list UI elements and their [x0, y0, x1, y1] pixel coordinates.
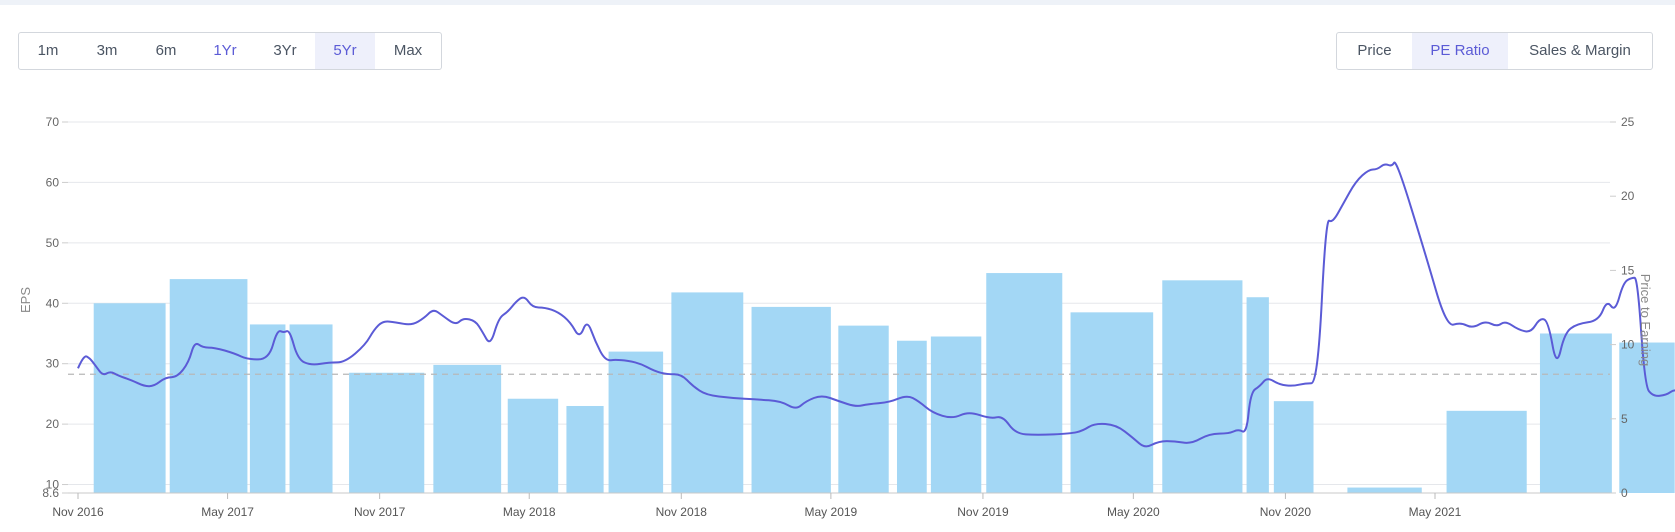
range-button-3yr[interactable]: 3Yr — [273, 42, 297, 59]
x-tick-label: May 2021 — [1409, 505, 1462, 519]
y-tick-label-right: 0 — [1621, 486, 1628, 500]
pe-ratio-line — [77, 161, 1675, 448]
eps-bar — [566, 405, 604, 493]
top-strip — [0, 0, 1675, 5]
x-tick-label: May 2019 — [805, 505, 858, 519]
y-tick-label-left: 40 — [46, 296, 60, 310]
chart-view-selector: Price PE Ratio Sales & Margin — [1336, 32, 1653, 70]
y-tick-label-right: 5 — [1621, 412, 1628, 426]
range-button-1yr[interactable]: 1Yr — [213, 42, 237, 59]
x-tick-label: Nov 2020 — [1260, 505, 1312, 519]
eps-bar — [93, 303, 166, 493]
eps-bar — [896, 340, 927, 493]
eps-bar — [507, 398, 559, 493]
eps-bar — [349, 372, 425, 493]
pe-line-layer — [77, 161, 1675, 448]
eps-bars — [93, 273, 1675, 493]
y-tick-label-left: 30 — [46, 357, 60, 371]
range-button-5yr[interactable]: 5Yr — [315, 33, 375, 69]
x-tick-label: Nov 2018 — [656, 505, 708, 519]
eps-bar — [433, 364, 502, 493]
range-button-max[interactable]: Max — [393, 42, 423, 59]
range-button-1m[interactable]: 1m — [37, 42, 59, 59]
y-tick-label-left: 20 — [46, 417, 60, 431]
view-button-price[interactable]: Price — [1357, 42, 1392, 59]
y-tick-label-left: 10 — [46, 478, 60, 492]
x-tick-label: Nov 2019 — [957, 505, 1009, 519]
x-tick-label: May 2017 — [201, 505, 254, 519]
eps-bar — [1162, 280, 1243, 493]
view-button-sales-margin[interactable]: Sales & Margin — [1529, 42, 1631, 59]
eps-bar — [1070, 312, 1154, 493]
eps-bar — [249, 324, 286, 493]
x-tick-label: May 2020 — [1107, 505, 1160, 519]
y-tick-label-right: 25 — [1621, 115, 1635, 129]
eps-bar — [1246, 297, 1269, 493]
eps-bar — [1446, 410, 1527, 493]
y-tick-label-right: 15 — [1621, 263, 1635, 277]
eps-bar — [671, 292, 744, 493]
x-tick-label: Nov 2016 — [52, 505, 104, 519]
range-button-6m[interactable]: 6m — [155, 42, 177, 59]
view-button-pe-ratio[interactable]: PE Ratio — [1412, 33, 1508, 69]
eps-bar — [1619, 342, 1675, 493]
y-axis-label-pe: Price to Earning — [1638, 274, 1653, 367]
eps-bar — [838, 325, 889, 493]
eps-bar — [1273, 401, 1314, 493]
y-tick-label-left: 50 — [46, 236, 60, 250]
eps-bar — [1539, 333, 1612, 493]
eps-bar — [986, 273, 1063, 493]
eps-bar — [169, 279, 248, 493]
y-tick-label-left: 8.6 — [42, 486, 59, 500]
eps-bar — [608, 351, 664, 493]
y-tick-label-right: 20 — [1621, 189, 1635, 203]
y-tick-label-right: 10 — [1621, 338, 1635, 352]
range-button-3m[interactable]: 3m — [96, 42, 118, 59]
x-tick-label: May 2018 — [503, 505, 556, 519]
eps-bar — [1347, 487, 1422, 493]
y-tick-label-left: 60 — [46, 175, 60, 189]
x-tick-label: Nov 2017 — [354, 505, 406, 519]
y-axis-label-eps: EPS — [18, 287, 33, 313]
y-tick-label-left: 70 — [46, 115, 60, 129]
time-range-selector: 1m 3m 6m 1Yr 3Yr 5Yr Max — [18, 32, 442, 70]
